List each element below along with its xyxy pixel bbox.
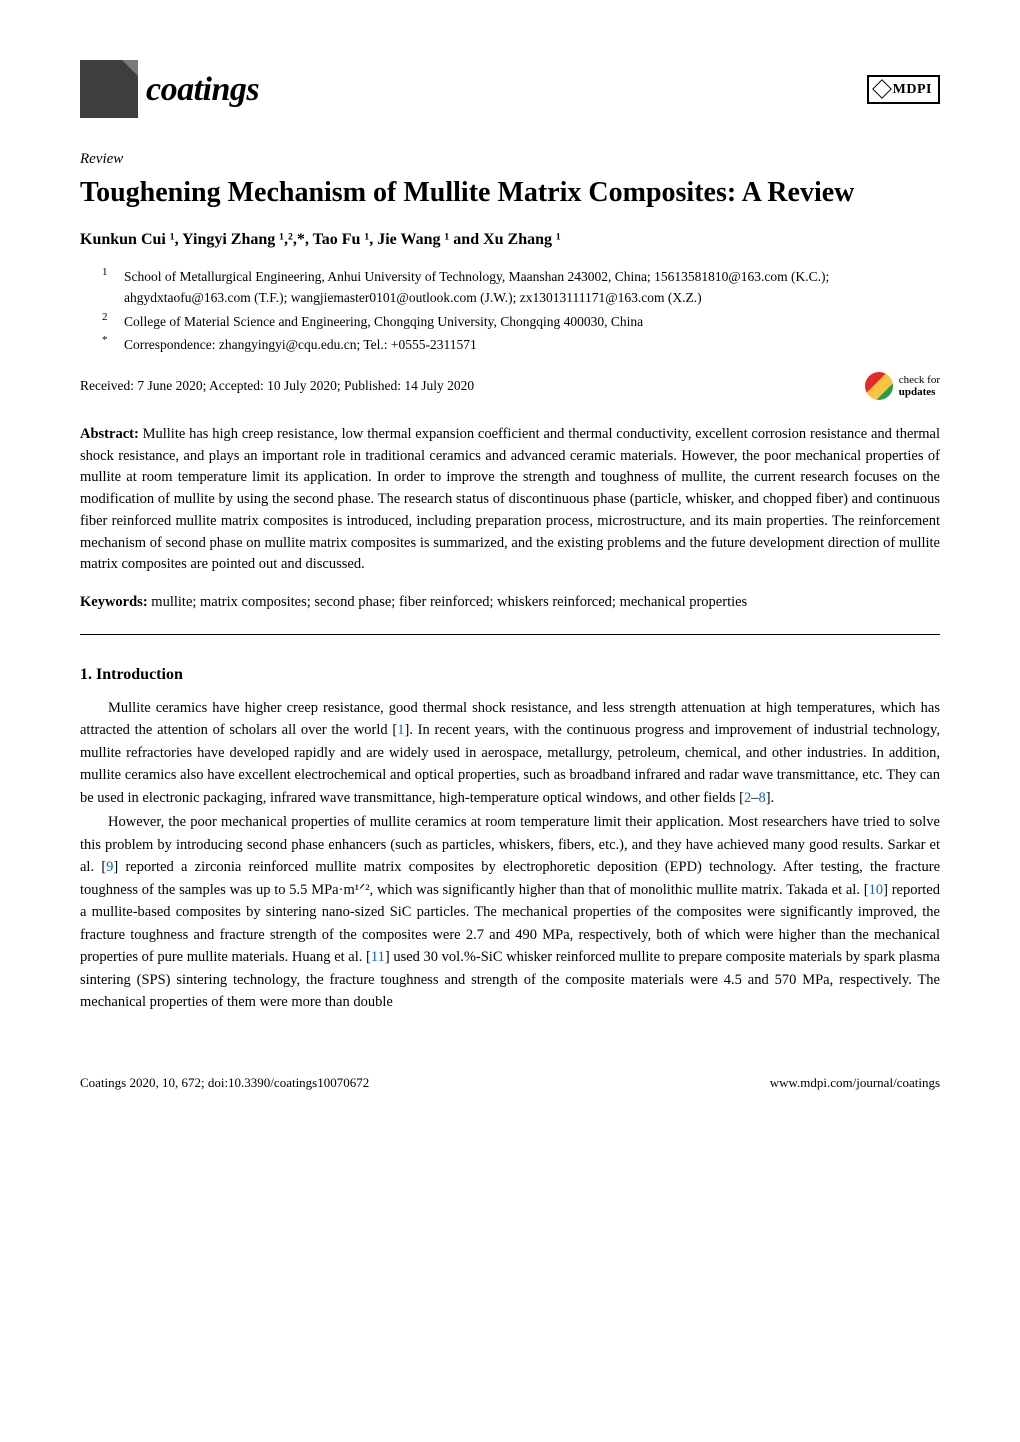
citation-link[interactable]: 11 bbox=[371, 949, 385, 965]
article-type: Review bbox=[80, 148, 940, 171]
body-paragraph: However, the poor mechanical properties … bbox=[80, 811, 940, 1013]
authors: Kunkun Cui ¹, Yingyi Zhang ¹,²,*, Tao Fu… bbox=[80, 228, 940, 252]
footer-citation: Coatings 2020, 10, 672; doi:10.3390/coat… bbox=[80, 1073, 369, 1093]
publisher-logo: MDPI bbox=[867, 75, 940, 104]
affiliation-text: Correspondence: zhangyingyi@cqu.edu.cn; … bbox=[124, 334, 477, 356]
body-paragraph: Mullite ceramics have higher creep resis… bbox=[80, 697, 940, 809]
footer-journal-link[interactable]: www.mdpi.com/journal/coatings bbox=[770, 1073, 940, 1093]
keywords: Keywords: mullite; matrix composites; se… bbox=[80, 592, 940, 614]
abstract: Abstract: Mullite has high creep resista… bbox=[80, 424, 940, 576]
journal-name: coatings bbox=[146, 64, 259, 115]
citation-link[interactable]: 10 bbox=[869, 882, 884, 898]
keywords-text: mullite; matrix composites; second phase… bbox=[151, 594, 747, 610]
check-updates-label: check for updates bbox=[899, 374, 940, 398]
article-title: Toughening Mechanism of Mullite Matrix C… bbox=[80, 175, 940, 210]
header: coatings MDPI bbox=[80, 60, 940, 118]
check-for-updates-link[interactable]: check for updates bbox=[865, 372, 940, 400]
abstract-text: Mullite has high creep resistance, low t… bbox=[80, 426, 940, 573]
journal-logo-icon bbox=[80, 60, 138, 118]
abstract-label: Abstract: bbox=[80, 426, 139, 442]
publication-dates: Received: 7 June 2020; Accepted: 10 July… bbox=[80, 376, 474, 396]
section-heading: 1. Introduction bbox=[80, 663, 940, 687]
mdpi-icon bbox=[872, 79, 892, 99]
keywords-label: Keywords: bbox=[80, 594, 148, 610]
affiliation-num: 2 bbox=[102, 309, 114, 331]
affiliation-num: * bbox=[102, 332, 114, 354]
page-footer: Coatings 2020, 10, 672; doi:10.3390/coat… bbox=[80, 1073, 940, 1093]
affiliation-row: 1 School of Metallurgical Engineering, A… bbox=[102, 266, 940, 309]
publisher-name: MDPI bbox=[893, 79, 932, 100]
section-divider bbox=[80, 634, 940, 635]
check-updates-text2: updates bbox=[899, 386, 936, 398]
affiliations: 1 School of Metallurgical Engineering, A… bbox=[80, 266, 940, 356]
body-text: ]. bbox=[766, 790, 774, 806]
check-updates-icon bbox=[865, 372, 893, 400]
citation-link[interactable]: 8 bbox=[758, 790, 765, 806]
body-text: ] reported a zirconia reinforced mullite… bbox=[80, 859, 940, 897]
affiliation-row: 2 College of Material Science and Engine… bbox=[102, 311, 940, 333]
check-updates-text1: check for bbox=[899, 374, 940, 386]
affiliation-row: * Correspondence: zhangyingyi@cqu.edu.cn… bbox=[102, 334, 940, 356]
dates-row: Received: 7 June 2020; Accepted: 10 July… bbox=[80, 372, 940, 400]
journal-logo: coatings bbox=[80, 60, 259, 118]
affiliation-text: College of Material Science and Engineer… bbox=[124, 311, 643, 333]
affiliation-text: School of Metallurgical Engineering, Anh… bbox=[124, 266, 940, 309]
affiliation-num: 1 bbox=[102, 264, 114, 307]
